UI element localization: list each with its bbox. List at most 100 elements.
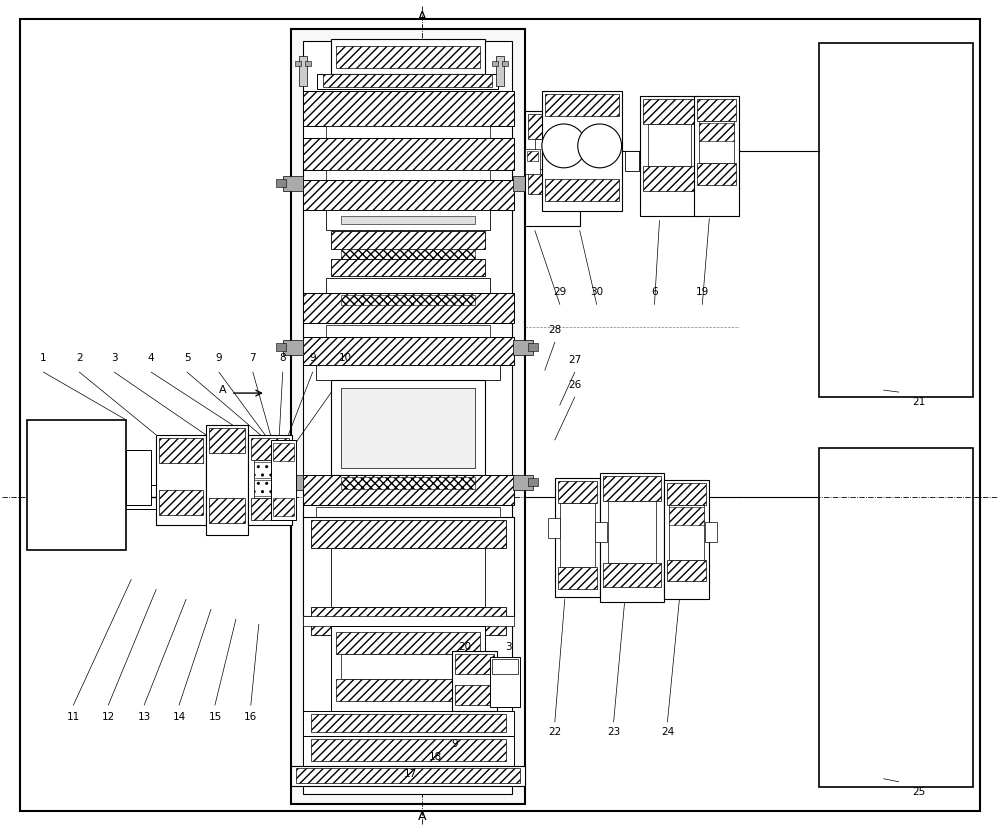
Text: 10: 10 xyxy=(339,354,352,364)
Bar xyxy=(528,178,538,187)
Bar xyxy=(496,56,504,86)
Bar xyxy=(326,126,490,138)
Bar xyxy=(667,483,706,505)
Text: 28: 28 xyxy=(548,325,561,335)
Text: 7: 7 xyxy=(250,354,256,364)
Bar xyxy=(560,503,595,568)
Bar xyxy=(699,123,734,141)
Bar xyxy=(159,438,203,463)
Bar xyxy=(528,168,577,193)
Bar xyxy=(528,344,538,351)
Bar xyxy=(640,96,699,216)
Bar xyxy=(528,114,577,139)
Bar xyxy=(527,151,538,161)
Bar xyxy=(296,768,520,783)
Bar xyxy=(490,657,520,707)
Text: 17: 17 xyxy=(404,769,417,779)
Bar xyxy=(697,163,736,185)
Bar xyxy=(311,714,506,732)
Bar xyxy=(303,138,514,170)
Bar xyxy=(669,505,704,559)
Bar xyxy=(251,498,289,520)
Text: 27: 27 xyxy=(568,355,581,365)
Bar xyxy=(336,632,480,654)
Bar xyxy=(502,61,508,66)
Bar xyxy=(276,478,286,486)
Bar xyxy=(254,480,286,496)
Bar xyxy=(283,340,303,355)
Bar xyxy=(625,151,639,171)
Text: 18: 18 xyxy=(429,752,442,762)
Bar xyxy=(248,435,292,525)
Bar xyxy=(819,448,973,787)
Bar xyxy=(206,425,248,535)
Text: 24: 24 xyxy=(661,727,674,737)
Text: 8: 8 xyxy=(279,354,286,364)
Bar xyxy=(603,476,661,500)
Bar xyxy=(276,178,286,187)
Bar xyxy=(705,521,717,541)
Bar xyxy=(311,608,506,635)
Text: A: A xyxy=(418,10,427,23)
Text: 30: 30 xyxy=(590,287,603,297)
Bar xyxy=(608,500,656,563)
Bar xyxy=(331,380,485,475)
Bar xyxy=(600,473,664,603)
Text: 19: 19 xyxy=(696,287,709,297)
Text: A: A xyxy=(418,810,427,823)
Text: 9: 9 xyxy=(216,354,222,364)
Bar xyxy=(595,521,607,541)
Bar xyxy=(303,337,514,365)
Text: 12: 12 xyxy=(102,712,115,722)
Bar xyxy=(27,420,126,549)
Bar xyxy=(664,480,709,599)
Bar xyxy=(555,478,600,598)
Bar xyxy=(326,325,490,337)
Text: 21: 21 xyxy=(912,397,925,407)
Text: 9: 9 xyxy=(452,739,458,749)
Bar xyxy=(331,39,485,74)
Text: 22: 22 xyxy=(548,727,561,737)
Bar xyxy=(455,685,494,705)
Bar xyxy=(694,96,739,216)
Bar xyxy=(336,679,480,701)
Bar xyxy=(558,481,597,503)
Bar xyxy=(528,478,538,486)
Bar xyxy=(603,563,661,588)
Text: 3: 3 xyxy=(505,642,511,652)
Bar xyxy=(209,498,245,523)
Bar xyxy=(341,295,475,305)
Bar xyxy=(209,428,245,453)
Bar xyxy=(341,388,475,468)
Bar xyxy=(535,139,570,168)
Text: 13: 13 xyxy=(138,712,151,722)
Bar xyxy=(303,294,514,324)
Bar xyxy=(697,99,736,121)
Text: 4: 4 xyxy=(148,354,154,364)
Text: 29: 29 xyxy=(553,287,566,297)
Bar xyxy=(303,91,514,126)
Bar xyxy=(311,520,506,548)
Bar xyxy=(331,548,485,608)
Text: 3: 3 xyxy=(111,354,118,364)
Bar xyxy=(283,475,303,490)
Bar xyxy=(643,166,696,191)
Bar xyxy=(295,61,301,66)
Bar xyxy=(326,210,490,230)
Bar xyxy=(492,659,518,674)
Bar xyxy=(303,475,514,505)
Bar xyxy=(341,476,475,489)
Bar xyxy=(513,340,533,355)
Bar xyxy=(311,739,506,761)
Bar xyxy=(336,46,480,68)
Text: A: A xyxy=(219,385,227,395)
Bar xyxy=(341,216,475,223)
Bar xyxy=(542,91,622,211)
Bar xyxy=(254,460,286,498)
Bar xyxy=(648,124,691,166)
Bar xyxy=(283,176,303,191)
Text: 5: 5 xyxy=(184,354,190,364)
Circle shape xyxy=(578,124,622,168)
Text: 6: 6 xyxy=(651,287,658,297)
Bar xyxy=(303,736,514,766)
